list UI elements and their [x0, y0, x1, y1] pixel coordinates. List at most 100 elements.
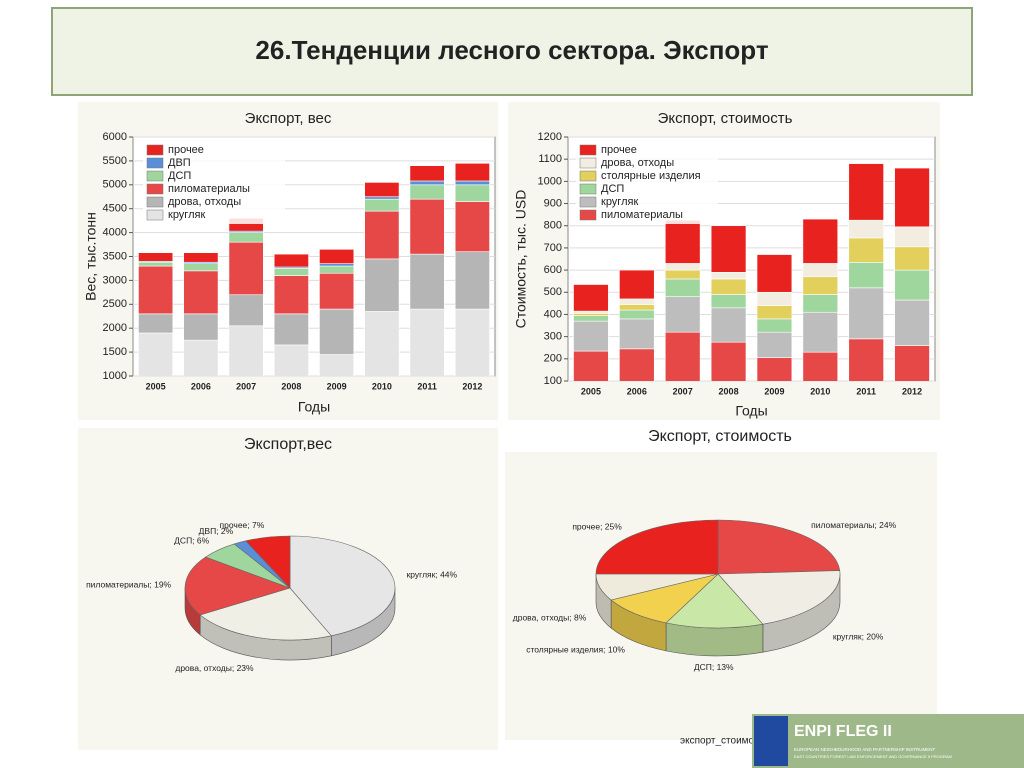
pie-slice [199, 587, 332, 641]
bar-segment [364, 198, 400, 212]
bar-segment [848, 163, 884, 221]
bar-segment [364, 210, 400, 260]
x-tick-label: 2010 [372, 381, 392, 391]
pie-slice [245, 535, 291, 589]
legend-label: дрова, отходы [601, 157, 674, 169]
bar-segment [454, 162, 490, 182]
legend-swatch [146, 183, 164, 195]
bar-segment [364, 196, 400, 200]
bar-segment [710, 225, 747, 273]
x-tick-label: 2007 [673, 386, 693, 396]
pie-slice [665, 573, 764, 629]
bar-segment [138, 265, 174, 315]
bar-segment [756, 254, 793, 293]
chart-title: Экспорт,вес [244, 436, 332, 453]
y-tick-label: 1100 [538, 153, 562, 165]
bar-segment [710, 278, 747, 295]
y-tick-label: 400 [544, 308, 562, 320]
bar-segment [848, 262, 884, 289]
bar-segment [802, 218, 839, 264]
legend-label: кругляк [601, 196, 638, 208]
bar-segment [228, 294, 264, 327]
bar-segment [573, 313, 609, 316]
bar-segment [802, 351, 839, 381]
bar-segment [273, 275, 309, 315]
bar-segment [802, 276, 839, 295]
y-tick-label: 2000 [103, 322, 127, 334]
bar-segment [802, 263, 839, 278]
bar-segment [454, 251, 490, 310]
y-tick-label: 100 [544, 375, 562, 387]
x-tick-label: 2009 [327, 381, 347, 391]
y-tick-label: 5000 [103, 179, 127, 191]
bar-segment [573, 284, 609, 312]
x-tick-label: 2005 [146, 381, 166, 391]
x-tick-label: 2008 [719, 386, 739, 396]
legend-swatch [579, 144, 597, 156]
pie-slice [717, 570, 841, 625]
x-tick-label: 2006 [627, 386, 647, 396]
title-box [51, 7, 973, 96]
x-tick-label: 2009 [764, 386, 784, 396]
chart-title: Экспорт, стоимость [648, 428, 792, 445]
legend-label: ДВП [168, 157, 191, 169]
bars [138, 162, 490, 376]
y-axis-label: Стоимость, тыс. USD [513, 190, 529, 329]
bar-segment [894, 269, 930, 301]
chart-title: Экспорт, стоимость [658, 110, 793, 127]
logo-title: ENPI FLEG II [794, 723, 892, 740]
pie-label: кругляк; 20% [833, 632, 884, 642]
legend-swatch [579, 157, 597, 169]
pie-label: ДСП; 13% [694, 662, 734, 672]
bar-segment [364, 258, 400, 312]
legend-label: пиломатериалы [601, 209, 683, 221]
bar-segment [664, 269, 701, 280]
legend-swatch [146, 170, 164, 182]
bar-segment [319, 265, 355, 274]
y-tick-label: 700 [544, 242, 562, 254]
bar-segment [183, 270, 219, 315]
bar-segment [228, 241, 264, 296]
bar-segment [183, 252, 219, 263]
y-tick-label: 3500 [103, 250, 127, 262]
bar-segment [454, 201, 490, 253]
x-tick-label: 2012 [902, 386, 922, 396]
pie-label: ДВП; 2% [199, 526, 234, 536]
pie-label: пиломатериалы; 19% [86, 579, 171, 589]
bar-segment [664, 219, 701, 264]
eu-flag [754, 716, 788, 766]
x-axis-label: Годы [298, 399, 330, 415]
pie-label: прочее; 25% [572, 522, 622, 532]
x-tick-label: 2011 [417, 381, 437, 391]
x-tick-label: 2008 [281, 381, 301, 391]
legend-swatch [146, 157, 164, 169]
pie-slice [595, 519, 719, 575]
bar-segment [183, 313, 219, 341]
pie-slice [610, 573, 720, 624]
bar-segment [894, 299, 930, 346]
bar-segment [848, 338, 884, 381]
x-tick-label: 2005 [581, 386, 601, 396]
bar-segment [138, 261, 174, 267]
y-axis-label: Вес, тыс.тонн [83, 212, 99, 301]
bar-segment [364, 311, 400, 376]
x-tick-label: 2010 [810, 386, 830, 396]
bar-segment [573, 315, 609, 322]
bar-segment [319, 272, 355, 310]
bar-segment [409, 253, 445, 310]
x-tick-label: 2007 [236, 381, 256, 391]
bar-segment [619, 309, 655, 320]
bar-segment [409, 184, 445, 200]
y-tick-label: 600 [544, 264, 562, 276]
legend-label: дрова, отходы [168, 196, 241, 208]
y-tick-label: 200 [544, 353, 562, 365]
bar-segment [664, 263, 701, 271]
bar-segment [894, 226, 930, 248]
bar-segment [273, 268, 309, 276]
bar-segment [454, 180, 490, 186]
x-tick-label: 2012 [462, 381, 482, 391]
legend-swatch [579, 196, 597, 208]
bar-segment [848, 237, 884, 263]
